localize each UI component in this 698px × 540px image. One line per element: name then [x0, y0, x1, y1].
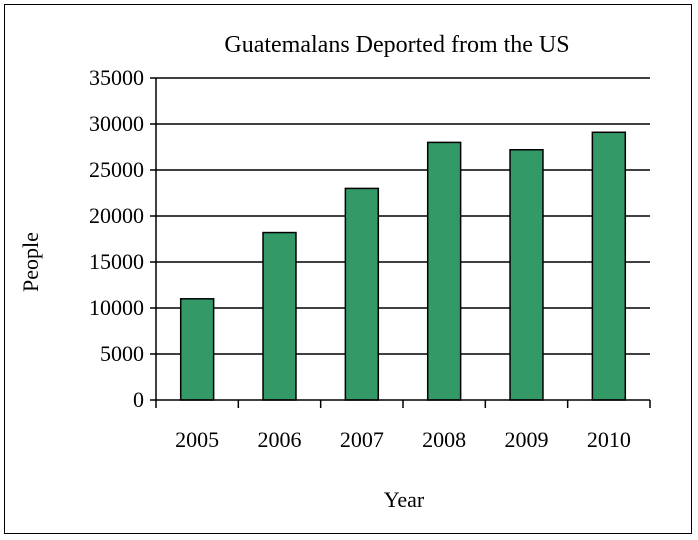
y-tick-label: 35000	[89, 65, 144, 90]
bar-2005	[179, 298, 215, 401]
y-tick-label: 15000	[89, 249, 144, 274]
x-tick-label: 2006	[258, 427, 302, 452]
y-tick-label: 5000	[100, 341, 144, 366]
y-axis-label: People	[18, 232, 43, 292]
x-tick-label: 2007	[340, 427, 384, 452]
bar-2006	[262, 231, 297, 401]
bars	[179, 131, 627, 401]
x-tick-label: 2009	[505, 427, 549, 452]
chart-title: Guatemalans Deported from the US	[224, 32, 569, 58]
x-axis-label: Year	[384, 487, 425, 512]
bar-2010	[591, 131, 627, 401]
x-tick-label: 2005	[175, 427, 219, 452]
bar-2007	[344, 187, 380, 401]
x-tick-label: 2008	[422, 427, 466, 452]
y-tick-label: 25000	[89, 157, 144, 182]
y-tick-label: 20000	[89, 203, 144, 228]
y-tick-label: 10000	[89, 295, 144, 320]
bar-2009	[509, 149, 544, 401]
axes	[150, 77, 651, 408]
x-tick-label: 2010	[587, 427, 631, 452]
y-tick-label: 30000	[89, 111, 144, 136]
tick-labels: 0 5000 10000 15000 20000 25000 30000 35000 2005 2…	[89, 65, 631, 452]
y-tick-label: 0	[133, 387, 144, 412]
gridlines	[156, 77, 650, 355]
bar-2008	[426, 141, 462, 401]
